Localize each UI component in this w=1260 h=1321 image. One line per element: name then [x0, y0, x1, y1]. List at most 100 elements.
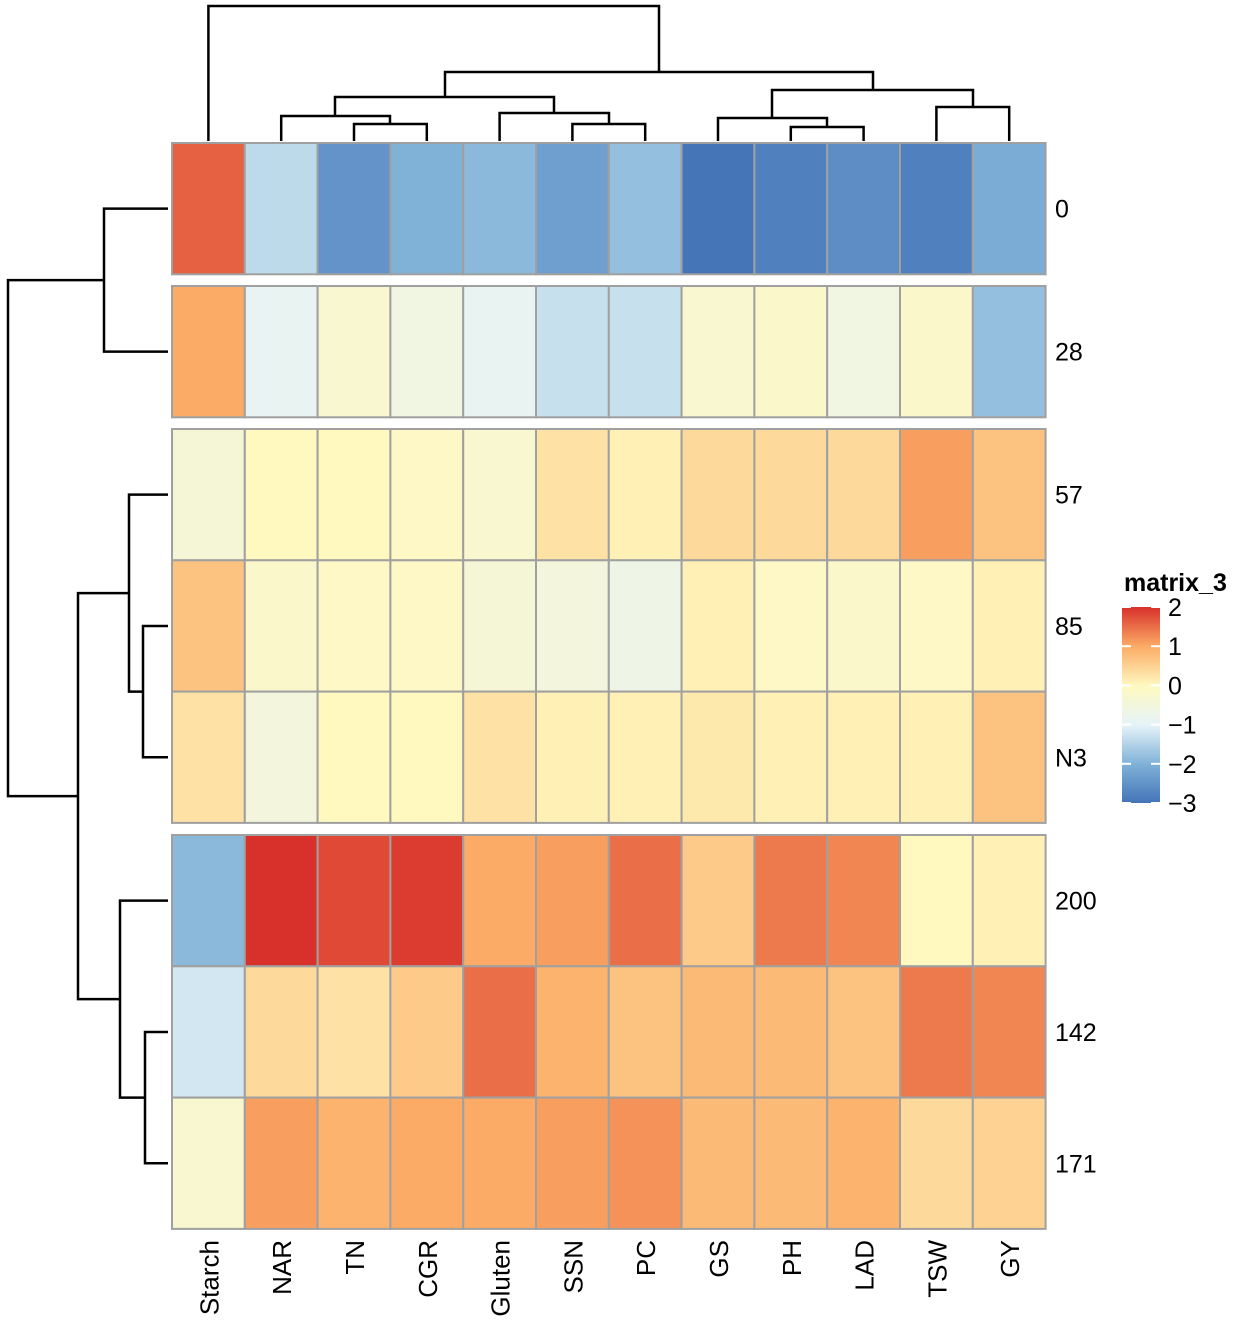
row-dendrogram-branch: [141, 624, 168, 759]
heatmap-cell: [753, 690, 829, 824]
column-label: SSN: [558, 1240, 588, 1293]
heatmap-cell: [607, 965, 683, 1099]
heatmap-cell: [826, 834, 902, 968]
heatmap-cell: [899, 1096, 974, 1230]
heatmap-cell: [389, 690, 465, 824]
column-label: TN: [340, 1240, 370, 1275]
heatmap-cell: [680, 559, 756, 693]
heatmap-cell: [389, 834, 465, 968]
heatmap-cell: [316, 285, 392, 419]
heatmap-cell: [826, 690, 902, 824]
heatmap-cell: [316, 428, 392, 562]
row-label: 142: [1055, 1019, 1097, 1047]
column-label: Gluten: [486, 1240, 516, 1317]
heatmap-cell: [389, 559, 465, 693]
row-label: 200: [1055, 888, 1097, 916]
heatmap-cell: [316, 965, 392, 1099]
column-label: GS: [704, 1240, 734, 1278]
column-label: PH: [777, 1240, 807, 1276]
legend-tick-label: −2: [1168, 751, 1197, 779]
heatmap-cell: [607, 690, 683, 824]
row-label: 0: [1055, 196, 1069, 224]
legend-title: matrix_3: [1124, 569, 1227, 597]
heatmap-cell: [607, 285, 683, 419]
heatmap-cell: [389, 142, 465, 276]
heatmap-cell: [171, 834, 246, 968]
heatmap-cell: [535, 834, 610, 968]
column-label: TSW: [922, 1240, 952, 1298]
heatmap-cell: [535, 690, 610, 824]
heatmap-cell: [462, 285, 538, 419]
heatmap-cell: [753, 1096, 829, 1230]
heatmap-cell: [899, 285, 974, 419]
column-dendrogram-branch: [498, 111, 611, 141]
heatmap-cell: [243, 690, 319, 824]
legend-tick-label: −3: [1168, 790, 1197, 818]
heatmap-cell: [535, 285, 610, 419]
column-dendrogram-branch: [443, 70, 875, 97]
legend-tick-label: −1: [1168, 712, 1197, 740]
column-label: NAR: [267, 1240, 297, 1295]
heatmap-cell: [389, 965, 465, 1099]
heatmap-cell: [680, 142, 756, 276]
row-dendrogram-branch: [127, 493, 168, 693]
column-label: CGR: [413, 1240, 443, 1298]
heatmap-cell: [316, 559, 392, 693]
heatmap-cell: [899, 965, 974, 1099]
heatmap-cell: [243, 1096, 319, 1230]
heatmap-cell: [171, 690, 246, 824]
heatmap-cell: [607, 142, 683, 276]
heatmap-cell: [753, 834, 829, 968]
heatmap-cell: [753, 559, 829, 693]
row-label: 57: [1055, 482, 1083, 510]
heatmap-cell: [971, 285, 1047, 419]
heatmap-cell: [971, 690, 1047, 824]
heatmap-cell: [899, 690, 974, 824]
row-dendrogram-branch: [6, 278, 104, 798]
heatmap-cell: [316, 690, 392, 824]
heatmap-cell: [680, 428, 756, 562]
heatmap-cell: [971, 142, 1047, 276]
heatmap-cell: [243, 559, 319, 693]
heatmap-cell: [462, 965, 538, 1099]
column-label: Starch: [194, 1240, 224, 1315]
heatmap-cell: [389, 285, 465, 419]
heatmap-cell: [753, 142, 829, 276]
row-label: 171: [1055, 1150, 1097, 1178]
heatmap-cell: [535, 965, 610, 1099]
row-dendrogram-branch: [76, 591, 129, 1001]
column-dendrogram-branch: [207, 4, 661, 141]
heatmap-cell: [971, 834, 1047, 968]
heatmap-cell: [171, 142, 246, 276]
column-dendrogram-branch: [789, 125, 865, 141]
heatmap-cell: [826, 285, 902, 419]
heatmap-cell: [171, 428, 246, 562]
heatmap-cell: [462, 559, 538, 693]
legend-tick-label: 1: [1168, 633, 1182, 661]
heatmap-cell: [171, 965, 246, 1099]
heatmap-cell: [899, 559, 974, 693]
heatmap-cell: [680, 834, 756, 968]
heatmap-cell: [826, 965, 902, 1099]
heatmap-cell: [462, 1096, 538, 1230]
heatmap-cell: [753, 285, 829, 419]
heatmap-cell: [826, 1096, 902, 1230]
heatmap-cell: [462, 428, 538, 562]
heatmap-cell: [171, 559, 246, 693]
column-label: GY: [995, 1240, 1025, 1278]
heatmap-cell: [971, 1096, 1047, 1230]
heatmap-cell: [462, 690, 538, 824]
heatmap-cell: [899, 834, 974, 968]
heatmap-cell: [971, 559, 1047, 693]
heatmap-cell: [607, 834, 683, 968]
column-dendrogram-branch: [279, 114, 392, 141]
column-dendrogram-branch: [770, 88, 975, 118]
heatmap-cell: [243, 834, 319, 968]
heatmap-cell: [607, 559, 683, 693]
heatmap-cell: [899, 428, 974, 562]
row-dendrogram-branch: [143, 1030, 168, 1165]
heatmap-cell: [243, 428, 319, 562]
heatmap-cell: [316, 1096, 392, 1230]
